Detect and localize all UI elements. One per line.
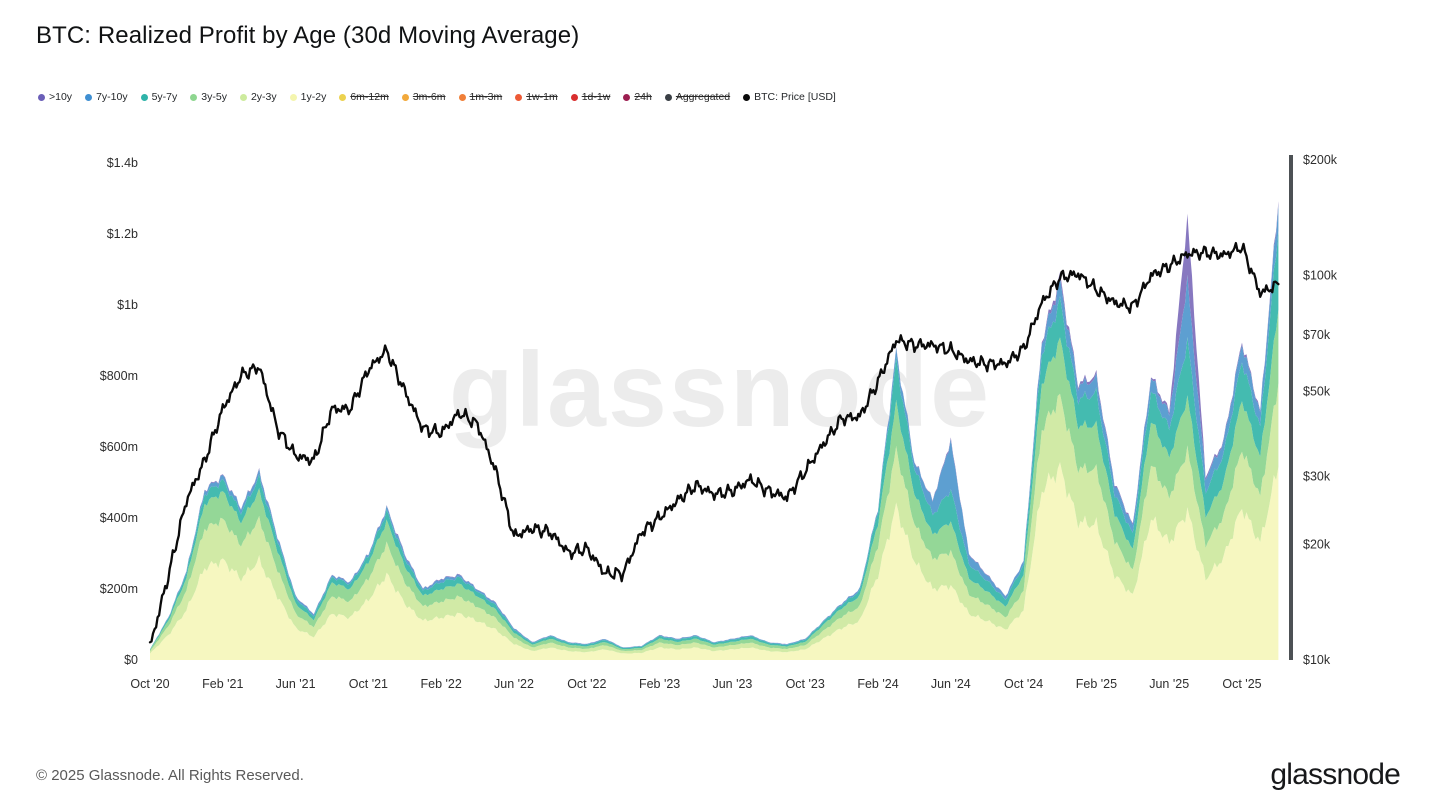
x-tick-label: Feb '21 [202,677,243,691]
x-tick-label: Jun '24 [931,677,971,691]
legend-item-2y-3y[interactable]: 2y-3y [239,91,277,103]
legend-item-24h[interactable]: 24h [623,91,652,103]
legend-dot-icon [664,93,672,101]
copyright: © 2025 Glassnode. All Rights Reserved. [36,767,304,784]
x-tick-label: Feb '22 [421,677,462,691]
legend-dot-icon [190,93,198,101]
legend-dot-icon [515,93,523,101]
legend-item-3m-6m[interactable]: 3m-6m [401,91,446,103]
x-tick-label: Feb '23 [639,677,680,691]
legend-dot-icon [140,93,148,101]
legend-label: 1d-1w [581,91,611,103]
legend-label: 1y-2y [300,91,327,103]
legend-label: 24h [634,91,652,103]
legend-label: 5y-7y [151,91,178,103]
legend-dot-icon [339,93,347,101]
y-right-tick-label: $200k [1303,153,1338,167]
y-left-tick-label: $600m [100,440,138,454]
y-left-tick-label: $0 [124,653,138,667]
y-left-tick-label: $800m [100,369,138,383]
legend-dot-icon [85,93,93,101]
area-1y-2y[interactable] [150,462,1279,660]
legend-label: 3y-5y [201,91,227,103]
x-tick-label: Jun '22 [494,677,534,691]
legend-item-10y[interactable]: >10y [38,91,72,103]
chart-title: BTC: Realized Profit by Age (30d Moving … [36,22,580,49]
legend-dot-icon [570,93,578,101]
legend-item-1d-1w[interactable]: 1d-1w [570,91,611,103]
y-right-tick-label: $50k [1303,384,1331,398]
x-tick-label: Oct '20 [130,677,169,691]
legend-label: 2y-3y [250,91,277,103]
price-line[interactable] [148,241,1280,644]
legend-label: 7y-10y [96,91,128,103]
legend-dot-icon [623,93,631,101]
legend-item-aggregated[interactable]: Aggregated [664,91,731,103]
x-tick-label: Oct '22 [567,677,606,691]
x-tick-label: Jun '25 [1149,677,1189,691]
legend-item-3y-5y[interactable]: 3y-5y [190,91,227,103]
legend-label: 6m-12m [350,91,389,103]
legend-dot-icon [458,93,466,101]
legend-dot-icon [289,93,297,101]
x-tick-label: Jun '23 [712,677,752,691]
stacked-areas[interactable] [150,201,1279,660]
legend-dot-icon [239,93,247,101]
y-left-tick-label: $400m [100,511,138,525]
y-left-tick-label: $1.4b [107,156,138,170]
legend-item-btc-price-usd[interactable]: BTC: Price [USD] [743,91,836,103]
y-right-tick-label: $30k [1303,470,1331,484]
legend-item-1m-3m[interactable]: 1m-3m [458,91,503,103]
legend-item-5y-7y[interactable]: 5y-7y [140,91,178,103]
legend-item-1y-2y[interactable]: 1y-2y [289,91,327,103]
legend-item-1w-1m[interactable]: 1w-1m [515,91,558,103]
glassnode-logo: glassnode [1270,758,1400,791]
y-right-tick-label: $20k [1303,537,1331,551]
x-tick-label: Oct '23 [786,677,825,691]
legend: >10y 7y-10y 5y-7y 3y-5y 2y-3y 1y-2y 6m-12m 3m-6… [38,91,836,103]
legend-item-6m-12m[interactable]: 6m-12m [339,91,389,103]
legend-dot-icon [401,93,409,101]
legend-label: 1m-3m [469,91,503,103]
x-tick-label: Feb '24 [857,677,898,691]
legend-label: 3m-6m [412,91,446,103]
legend-label: Aggregated [675,91,731,103]
right-axis-bar [1289,155,1293,660]
x-tick-label: Oct '25 [1222,677,1261,691]
y-left-tick-label: $200m [100,582,138,596]
x-tick-label: Oct '24 [1004,677,1043,691]
legend-label: 1w-1m [526,91,558,103]
x-tick-label: Jun '21 [276,677,316,691]
legend-item-7y-10y[interactable]: 7y-10y [85,91,128,103]
y-right-tick-label: $70k [1303,328,1331,342]
y-left-tick-label: $1.2b [107,227,138,241]
legend-label: BTC: Price [USD] [754,91,836,103]
legend-label: >10y [49,91,73,103]
y-right-tick-label: $10k [1303,653,1331,667]
y-left-tick-label: $1b [117,298,138,312]
legend-dot-icon [38,93,45,101]
x-tick-label: Feb '25 [1076,677,1117,691]
axis-ticks: $0 $200m $400m $600m $800m $1b $1.2b $1.4b $10k $… [100,153,1338,691]
legend-dot-icon [743,93,751,101]
x-tick-label: Oct '21 [349,677,388,691]
y-right-tick-label: $100k [1303,269,1338,283]
